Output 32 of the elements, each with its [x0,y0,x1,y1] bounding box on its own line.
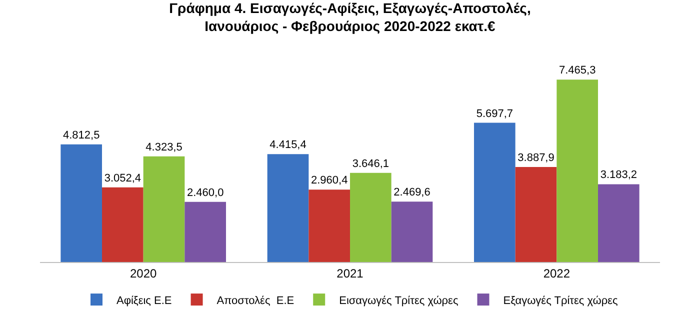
data-label: 2.460,0 [186,186,224,199]
data-label: 5.697,7 [476,108,514,120]
bar [556,80,598,262]
chart-title: Γράφημα 4. Εισαγωγές-Αφίξεις, Εξαγωγές-Αποστολές, Ιανουάριος - Φεβρουάριος 2020-2022 εκατ.€ [169,0,531,34]
data-label: 3.183,2 [600,169,638,182]
legend-label: Αποστολές Ε.Ε [216,294,294,307]
data-label: 4.323,5 [146,141,182,154]
data-label: 4.812,5 [62,129,100,142]
x-tick-label: 2021 [336,266,364,280]
bar [350,172,392,262]
data-label: 4.415,4 [270,139,306,152]
data-label: 2.960,4 [310,174,348,187]
data-label: 7.465,3 [558,64,596,77]
legend-label: Αφίξεις Ε.Ε [116,294,172,307]
data-label: 3.646,1 [352,158,390,170]
x-tick-label: 2020 [130,266,157,280]
bar [102,187,144,262]
x-tick-label: 2022 [543,266,570,280]
legend-label: Εισαγωγές Τρίτες χώρες [339,294,458,307]
bar [515,167,557,262]
data-label: 2.469,6 [394,186,430,199]
bar [598,184,640,262]
bar [308,190,350,262]
bar [391,202,433,262]
bar [267,154,309,262]
bar [60,144,102,262]
data-label: 3.887,9 [518,152,554,164]
data-label: 3.052,4 [104,172,142,184]
bar [184,202,226,262]
bar [474,122,516,262]
bar [143,156,185,262]
legend-label: Εξαγωγές Τρίτες χώρες [503,294,618,307]
